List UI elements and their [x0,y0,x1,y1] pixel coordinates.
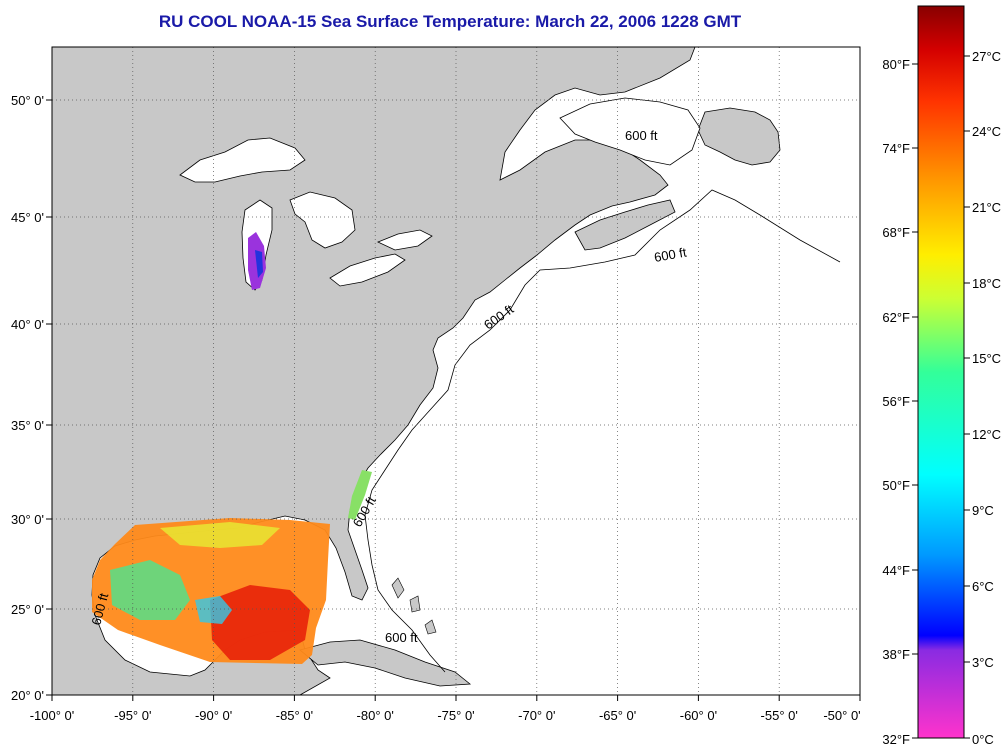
f-label-80: 80°F [882,57,910,72]
c-label-24: 24°C [972,124,1001,139]
c-label-6: 6°C [972,579,994,594]
lake-erie [329,253,406,287]
newfoundland-island [697,107,781,166]
colorbar-ticks [912,55,970,739]
c-label-21: 21°C [972,200,1001,215]
lat-label-45: 45° 0' [11,210,44,225]
nova-scotia [574,199,676,251]
lon-label-50: -50° 0' [823,708,860,723]
lon-label-100: -100° 0' [30,708,75,723]
f-label-38: 38°F [882,647,910,662]
lat-label-25: 25° 0' [11,602,44,617]
f-label-50: 50°F [882,478,910,493]
c-label-18: 18°C [972,276,1001,291]
c-label-3: 3°C [972,655,994,670]
lake-superior [179,137,306,183]
f-label-62: 62°F [882,310,910,325]
lat-label-30: 30° 0' [11,512,44,527]
colorbar [917,5,965,739]
lake-huron [289,191,356,249]
cuba-island [299,639,472,687]
f-label-32: 32°F [882,732,910,747]
f-label-68: 68°F [882,225,910,240]
lat-label-35: 35° 0' [11,418,44,433]
f-label-74: 74°F [882,141,910,156]
lat-axis [46,99,52,696]
f-label-56: 56°F [882,394,910,409]
lake-ontario [376,229,433,251]
c-label-0: 0°C [972,732,994,747]
land-mass [52,47,696,695]
lat-label-50: 50° 0' [11,93,44,108]
sst-lake-michigan-blue [255,250,263,278]
f-label-44: 44°F [882,563,910,578]
c-label-12: 12°C [972,427,1001,442]
sst-gulf-yellow [160,522,280,548]
lon-label-80: -80° 0' [357,708,394,723]
lon-label-55: -55° 0' [761,708,798,723]
sst-gulf-cyan [195,596,232,624]
lon-label-85: -85° 0' [276,708,313,723]
depth-contour-600ft [364,189,841,673]
bahamas-islands [391,577,437,635]
lat-label-20: 20° 0' [11,688,44,703]
lon-label-90: -90° 0' [195,708,232,723]
contour-label-6: 600 ft [625,128,658,143]
c-label-15: 15°C [972,351,1001,366]
sst-gulf-red [210,585,310,660]
page-title: RU COOL NOAA-15 Sea Surface Temperature:… [158,12,742,31]
lat-label-40: 40° 0' [11,317,44,332]
sst-gulf-green [110,560,190,620]
contour-label-1: 600 ft [653,244,688,264]
lon-axis [51,695,861,701]
lon-label-75: -75° 0' [437,708,474,723]
lon-label-70: -70° 0' [518,708,555,723]
sst-atlantic-strip [348,470,372,520]
map-grid [52,47,860,695]
contour-label-5: 600 ft [385,630,418,645]
gulf-of-st-lawrence [559,97,701,166]
lon-label-60: -60° 0' [680,708,717,723]
sst-data [92,232,372,664]
c-label-27: 27°C [972,49,1001,64]
c-label-9: 9°C [972,503,994,518]
lon-label-95: -95° 0' [114,708,151,723]
lon-label-65: -65° 0' [599,708,636,723]
